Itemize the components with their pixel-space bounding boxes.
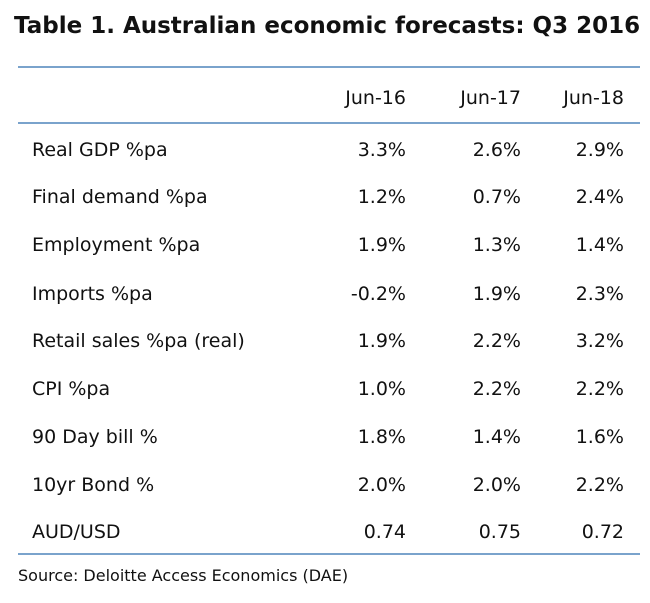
table-cell: 2.6% <box>472 139 521 161</box>
column-header-jun-17: Jun-17 <box>460 87 521 109</box>
header-rule <box>18 122 640 124</box>
table-title: Table 1. Australian economic forecasts: … <box>14 13 641 39</box>
row-label: 10yr Bond % <box>32 474 155 496</box>
table-cell: 1.3% <box>472 234 521 256</box>
table-cell: 1.8% <box>357 426 406 448</box>
row-label: AUD/USD <box>32 521 121 543</box>
column-header-jun-18: Jun-18 <box>563 87 624 109</box>
table-cell: 2.9% <box>575 139 624 161</box>
table-cell: 1.0% <box>357 378 406 400</box>
table-cell: 1.9% <box>357 330 406 352</box>
row-label: Real GDP %pa <box>32 139 168 161</box>
table-cell: 3.2% <box>575 330 624 352</box>
table-cell: 1.2% <box>357 186 406 208</box>
table-cell: 3.3% <box>357 139 406 161</box>
table-cell: 2.2% <box>575 474 624 496</box>
column-header-jun-16: Jun-16 <box>345 87 406 109</box>
bottom-rule <box>18 553 640 555</box>
table-cell: 2.2% <box>472 330 521 352</box>
table-cell: 2.3% <box>575 283 624 305</box>
table-cell: 2.2% <box>472 378 521 400</box>
table-cell: 2.0% <box>472 474 521 496</box>
table-cell: 2.2% <box>575 378 624 400</box>
table-cell: 0.75 <box>478 521 521 543</box>
row-label: Imports %pa <box>32 283 153 305</box>
source-note: Source: Deloitte Access Economics (DAE) <box>18 566 349 585</box>
top-rule <box>18 66 640 68</box>
row-label: Employment %pa <box>32 234 201 256</box>
row-label: Final demand %pa <box>32 186 208 208</box>
row-label: 90 Day bill % <box>32 426 158 448</box>
table-cell: 1.9% <box>472 283 521 305</box>
table-cell: 2.0% <box>357 474 406 496</box>
table-cell: 1.4% <box>575 234 624 256</box>
row-label: Retail sales %pa (real) <box>32 330 245 352</box>
table-cell: 0.7% <box>472 186 521 208</box>
table-cell: 1.9% <box>357 234 406 256</box>
table-cell: 1.6% <box>575 426 624 448</box>
table-cell: 0.74 <box>363 521 406 543</box>
table-cell: -0.2% <box>350 283 406 305</box>
table-cell: 1.4% <box>472 426 521 448</box>
row-label: CPI %pa <box>32 378 111 400</box>
table-cell: 2.4% <box>575 186 624 208</box>
table-cell: 0.72 <box>581 521 624 543</box>
